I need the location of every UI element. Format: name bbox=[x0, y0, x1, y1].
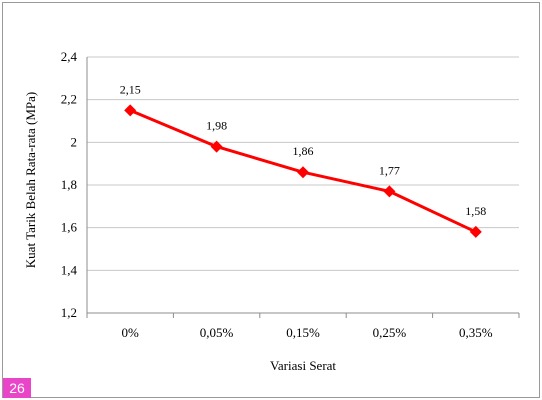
y-tick-label-1: 1,4 bbox=[61, 262, 78, 277]
page-number-badge: 26 bbox=[3, 378, 31, 398]
x-tick-label-3: 0,25% bbox=[373, 325, 407, 340]
series-markers bbox=[124, 104, 482, 238]
x-tick-label-2: 0,15% bbox=[286, 325, 320, 340]
data-point-1 bbox=[210, 140, 223, 153]
y-tick-label-5: 2,2 bbox=[61, 92, 77, 107]
x-axis-title: Variasi Serat bbox=[270, 358, 336, 373]
y-tick-label-6: 2,4 bbox=[61, 49, 78, 64]
y-tick-label-4: 2 bbox=[71, 134, 78, 149]
x-tick-label-1: 0,05% bbox=[200, 325, 234, 340]
data-labels: 2,15 1,98 1,86 1,77 1,58 bbox=[120, 82, 487, 218]
grid-lines bbox=[87, 56, 519, 271]
y-axis-title: Kuat Tarik Belah Rata-rata (MPa) bbox=[23, 92, 38, 268]
data-label-2: 1,86 bbox=[293, 144, 314, 158]
x-tick-label-4: 0,35% bbox=[459, 325, 493, 340]
y-tick-label-0: 1,2 bbox=[61, 305, 77, 320]
data-label-4: 1,58 bbox=[465, 204, 486, 218]
data-point-2 bbox=[297, 166, 309, 179]
data-point-3 bbox=[383, 185, 396, 198]
y-tick-label-2: 1,6 bbox=[61, 220, 78, 235]
axes bbox=[86, 57, 520, 318]
data-point-4 bbox=[469, 225, 482, 238]
y-tick-label-3: 1,8 bbox=[61, 177, 77, 192]
y-tick-labels: 1,2 1,4 1,6 1,8 2 2,2 2,4 bbox=[61, 49, 78, 320]
data-label-3: 1,77 bbox=[379, 163, 400, 177]
x-tick-label-0: 0% bbox=[122, 325, 140, 340]
data-label-1: 1,98 bbox=[206, 119, 227, 133]
x-tick-labels: 0% 0,05% 0,15% 0,25% 0,35% bbox=[122, 325, 493, 340]
data-label-0: 2,15 bbox=[120, 82, 141, 96]
data-point-0 bbox=[124, 104, 137, 117]
